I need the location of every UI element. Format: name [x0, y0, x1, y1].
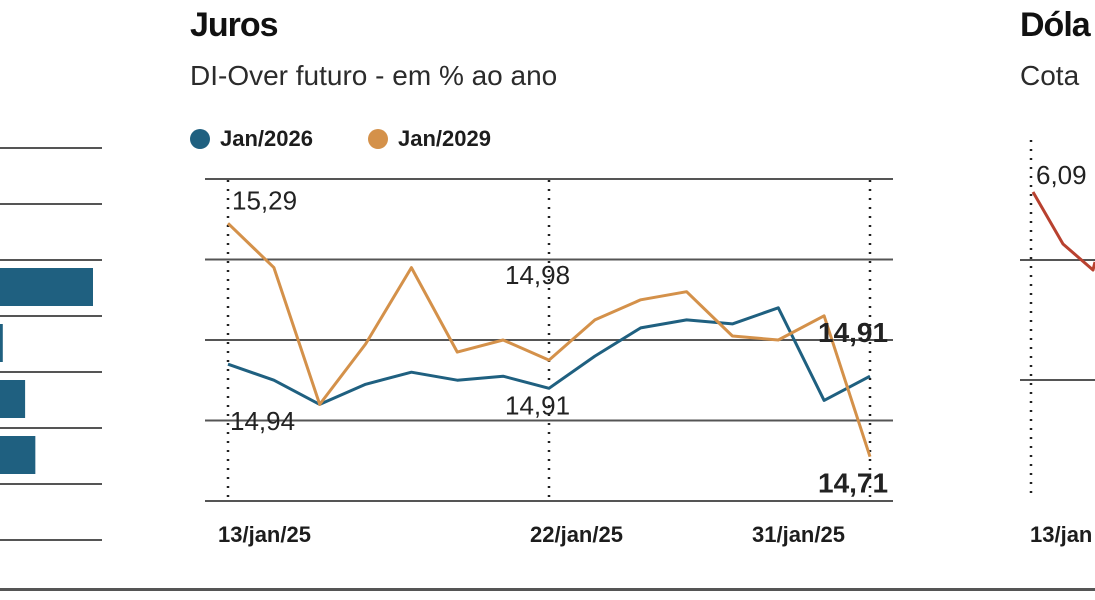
- bar-4: [0, 436, 36, 474]
- bottom-divider: [0, 588, 1095, 591]
- bar-3: [0, 380, 26, 418]
- legend-label-jan2029: Jan/2029: [398, 126, 491, 151]
- data-label: 14,94: [230, 406, 295, 436]
- data-label: 14,71: [818, 468, 888, 499]
- legend-jan2026: Jan/2026: [190, 126, 313, 152]
- x-tick-label: 13/jan/25: [218, 522, 311, 547]
- series-line-jan2026: [227, 306, 871, 406]
- legend-jan2029: Jan/2029: [368, 126, 491, 152]
- x-tick-label: 31/jan/25: [752, 522, 845, 547]
- data-label: 15,29: [232, 185, 297, 215]
- data-label: 6,09: [1036, 160, 1087, 190]
- legend-label-jan2026: Jan/2026: [220, 126, 313, 151]
- juros-subtitle: DI-Over futuro - em % ao ano: [190, 60, 558, 91]
- series-line-dolar: [1031, 191, 1095, 272]
- bar-1: [0, 268, 93, 306]
- data-label: 14,91: [505, 390, 570, 420]
- data-label: 14,98: [505, 260, 570, 290]
- left-bar-panel: [0, 147, 102, 541]
- legend-swatch-jan2029: [368, 129, 388, 149]
- data-label: 14,91: [818, 317, 888, 348]
- juros-title: Juros: [190, 6, 279, 44]
- legend-swatch-jan2026: [190, 129, 210, 149]
- dolar-title: Dóla: [1020, 6, 1091, 44]
- x-tick-label: 22/jan/25: [530, 522, 623, 547]
- dolar-subtitle: Cota: [1020, 60, 1080, 91]
- bar-2: [0, 324, 3, 362]
- series-line-jan2029: [226, 222, 872, 458]
- x-tick-label: 13/jan: [1030, 522, 1092, 547]
